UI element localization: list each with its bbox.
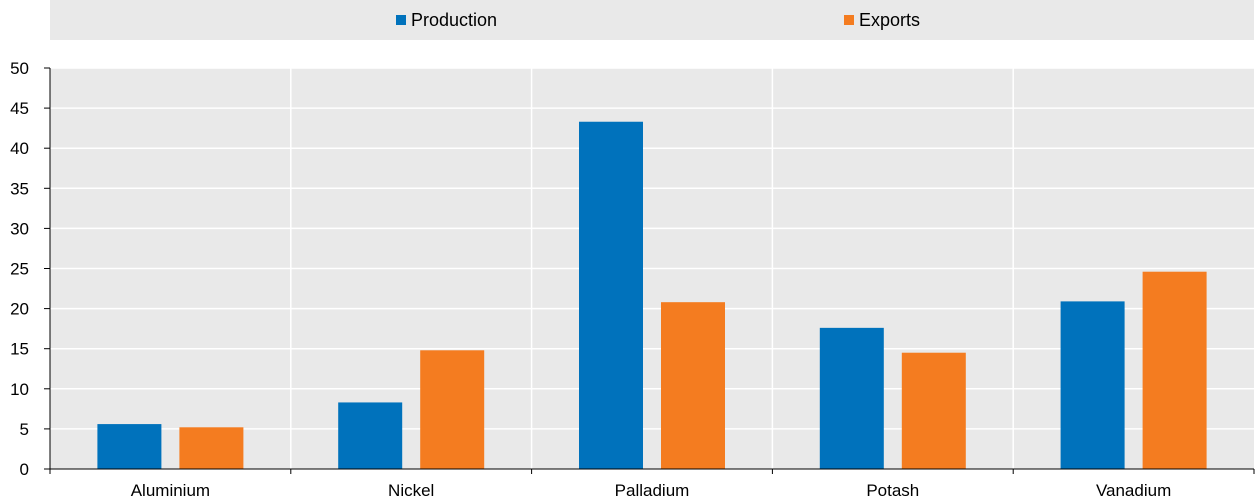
bar-production-nickel [338, 402, 403, 469]
legend-swatch-exports [844, 15, 854, 25]
bar-exports-vanadium [1142, 271, 1207, 469]
bars-layer [97, 121, 1207, 469]
y-tick-label: 5 [20, 420, 29, 439]
y-tick-label: 20 [10, 300, 29, 319]
bar-production-palladium [579, 121, 643, 469]
legend-label-production: Production [411, 10, 498, 30]
x-tick-label: Vanadium [1096, 481, 1171, 500]
y-tick-label: 45 [10, 99, 29, 118]
bar-exports-nickel [420, 350, 485, 469]
x-tick-label: Potash [866, 481, 919, 500]
bar-exports-palladium [661, 302, 725, 469]
bar-exports-potash [901, 352, 966, 469]
legend-item-exports: Exports [844, 10, 920, 30]
grid-layer [50, 67, 1254, 469]
axis-layer: 0 5 10 15 20 25 30 35 40 45 50 Aluminium Nickel Palla… [10, 59, 1255, 500]
y-tick-label: 30 [10, 219, 29, 238]
bar-production-potash [819, 327, 884, 469]
y-tick-label: 0 [20, 460, 29, 479]
y-tick-label: 40 [10, 139, 29, 158]
y-tick-label: 10 [10, 380, 29, 399]
legend-swatch-production [396, 15, 406, 25]
y-tick-label: 15 [10, 340, 29, 359]
bar-production-vanadium [1060, 301, 1125, 469]
y-tick-label: 35 [10, 179, 29, 198]
bar-exports-aluminium [179, 427, 244, 469]
legend-label-exports: Exports [859, 10, 921, 30]
y-tick-label: 25 [10, 260, 29, 279]
x-tick-label: Nickel [388, 481, 434, 500]
y-tick-label: 50 [10, 59, 29, 78]
x-tick-label: Palladium [615, 481, 690, 500]
legend: Production Exports [50, 0, 1254, 40]
x-tick-label: Aluminium [131, 481, 210, 500]
legend-item-production: Production [396, 10, 497, 30]
bar-production-aluminium [97, 424, 162, 469]
